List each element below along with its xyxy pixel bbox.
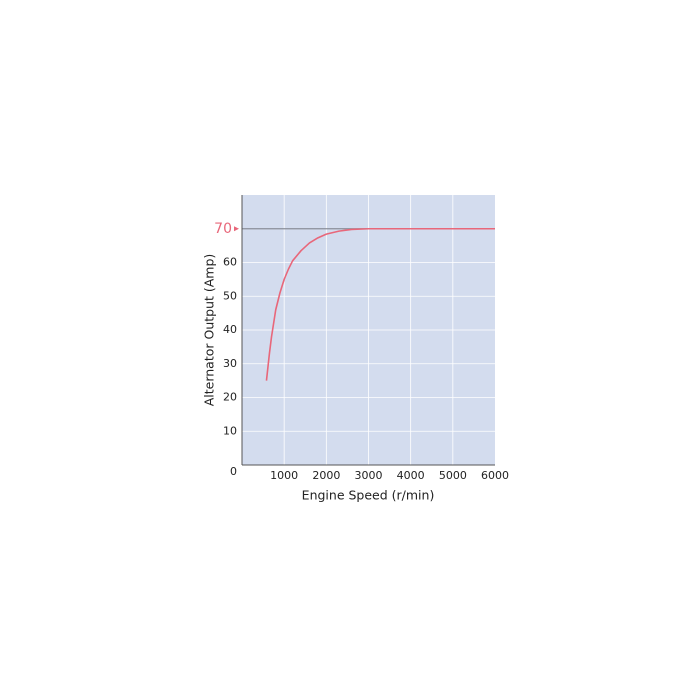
y-tick-label: 50	[223, 289, 237, 302]
y-tick-label: 60	[223, 256, 237, 269]
x-tick-label: 4000	[397, 469, 425, 482]
x-tick-label: 5000	[439, 469, 467, 482]
x-tick-label: 6000	[481, 469, 509, 482]
y-tick-label: 20	[223, 391, 237, 404]
reference-marker	[234, 226, 239, 232]
x-tick-label: 1000	[270, 469, 298, 482]
x-tick-label: 3000	[355, 469, 383, 482]
y-tick-label: 40	[223, 323, 237, 336]
reference-label: 70	[214, 221, 232, 237]
x-tick-label: 2000	[312, 469, 340, 482]
x-axis-title: Engine Speed (r/min)	[302, 488, 435, 503]
y-tick-label: 0	[230, 465, 237, 478]
data-line	[265, 227, 495, 381]
y-axis-title: Alternator Output (Amp)	[202, 254, 217, 407]
y-tick-label: 30	[223, 357, 237, 370]
y-tick-label: 10	[223, 424, 237, 437]
